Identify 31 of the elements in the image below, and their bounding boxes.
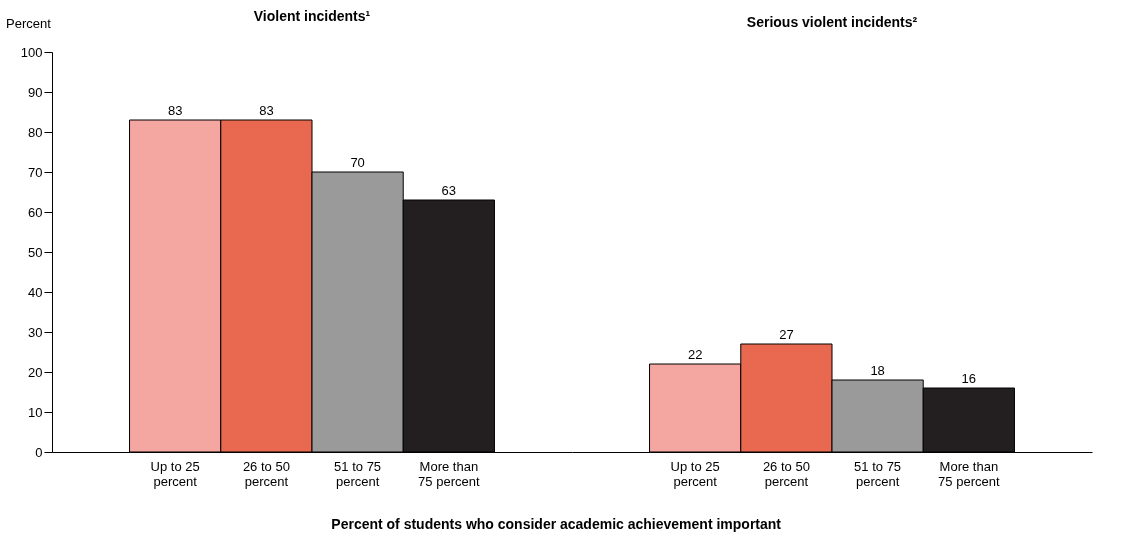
y-tick-label: 100: [20, 44, 43, 60]
y-tick-label: 50: [28, 244, 43, 260]
data-label: 18: [870, 363, 885, 378]
data-label: 70: [350, 155, 365, 170]
x-tick-label: More than 75 percent: [418, 458, 480, 489]
x-tick-label: Up to 25 percent: [670, 458, 720, 489]
data-label: 63: [441, 183, 457, 198]
x-tick-label: 26 to 50 percent: [762, 458, 810, 489]
y-tick-label: 0: [35, 444, 43, 460]
y-tick-label: 10: [28, 404, 43, 420]
x-tick-label: 51 to 75 percent: [854, 458, 902, 489]
data-label: 83: [167, 103, 183, 118]
data-label: 16: [961, 371, 977, 386]
y-axis-title: Percent: [6, 16, 52, 31]
y-tick-label: 30: [28, 324, 43, 340]
y-tick-label: 80: [28, 124, 43, 140]
x-tick-label: Up to 25 percent: [150, 458, 200, 489]
data-label: 22: [687, 347, 703, 362]
data-label: 83: [259, 103, 274, 118]
y-tick-label: 90: [28, 84, 43, 100]
y-tick-label: 70: [28, 164, 43, 180]
x-tick-label: 51 to 75 percent: [334, 458, 382, 489]
x-tick-label: 26 to 50 percent: [242, 458, 290, 489]
y-tick-label: 60: [28, 204, 43, 220]
x-tick-label: More than 75 percent: [938, 458, 1000, 489]
chart-title: Serious violent incidents²: [746, 14, 918, 30]
y-tick-label: 20: [28, 364, 43, 380]
y-tick-label: 40: [28, 284, 43, 300]
x-axis-title: Percent of students who consider academic achievement important: [331, 516, 782, 532]
chart-title: Violent incidents¹: [253, 8, 371, 24]
data-label: 27: [779, 327, 794, 342]
